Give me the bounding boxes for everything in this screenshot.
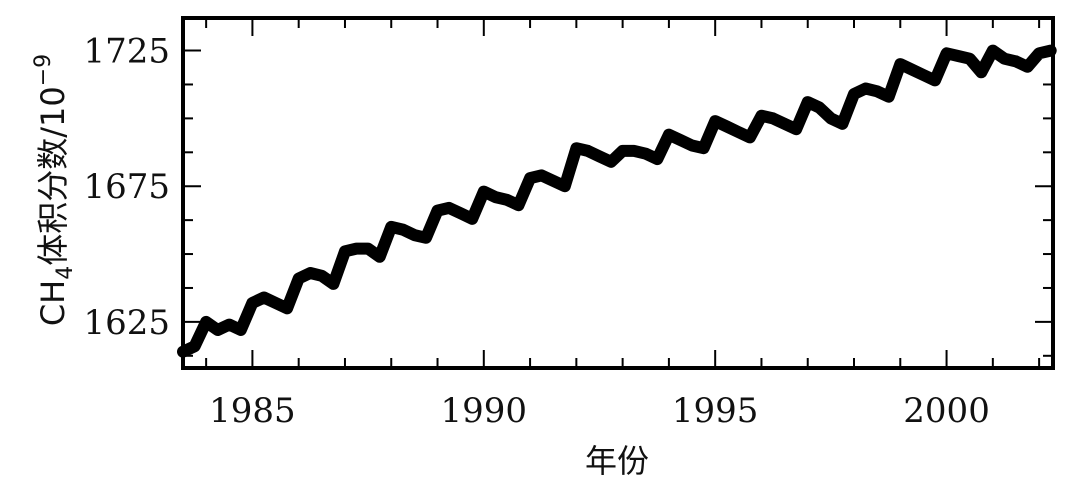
y-axis-title-subscript: 4	[53, 266, 78, 280]
x-tick-label: 2000	[903, 391, 990, 431]
y-tick-labels: 1625 1675 1725	[83, 32, 170, 343]
y-tick-label: 1725	[83, 32, 170, 72]
y-axis-title: CH4体积分数/10−9	[31, 54, 78, 326]
y-tick-label: 1675	[83, 167, 170, 207]
y-ticks	[183, 49, 1053, 357]
x-tick-labels: 1985 1990 1995 2000	[209, 391, 990, 431]
y-axis-title-superscript: −9	[31, 54, 56, 86]
plot-frame	[181, 16, 1055, 370]
y-axis-title-prefix: CH	[34, 280, 72, 326]
x-tick-label: 1990	[441, 391, 528, 431]
x-tick-label: 1995	[672, 391, 759, 431]
y-tick-label: 1625	[83, 303, 170, 343]
y-axis-title-text: 体积分数/10	[34, 86, 72, 266]
x-tick-label: 1985	[209, 391, 296, 431]
methane-series-line	[177, 44, 1057, 358]
x-axis-title: 年份	[585, 442, 649, 480]
